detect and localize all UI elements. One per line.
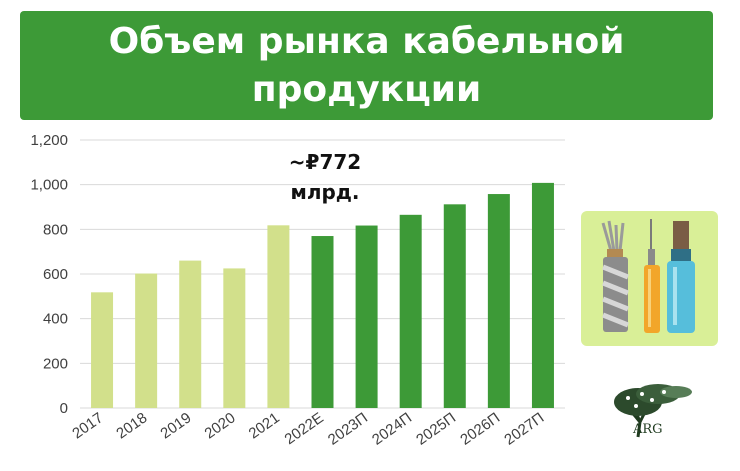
- arg-logo-tree-icon: [614, 384, 692, 438]
- cable-icon: [601, 219, 695, 333]
- x-tick-label: 2025П: [413, 409, 459, 448]
- bar-2018: [135, 273, 158, 408]
- y-tick-label: 1,200: [30, 132, 68, 149]
- bar-2027П: [531, 182, 554, 408]
- x-tick-label: 2020: [202, 409, 239, 442]
- bar-2026П: [487, 194, 510, 408]
- x-tick-label: 2023П: [325, 409, 371, 448]
- annotation-line2: млрд.: [290, 180, 359, 204]
- x-tick-label: 2019: [157, 409, 194, 442]
- x-tick-label: 2018: [113, 409, 150, 442]
- logo-text: ARG: [633, 422, 663, 437]
- y-tick-label: 400: [43, 311, 68, 328]
- y-axis-ticks: 0 200 400 600 800 1,000 1,200: [30, 132, 68, 417]
- bar-2023П: [355, 225, 378, 408]
- y-tick-label: 0: [60, 400, 68, 417]
- y-tick-label: 200: [43, 355, 68, 372]
- bar-2019: [179, 260, 202, 408]
- stranded-cable-icon: [601, 220, 629, 332]
- x-tick-label: 2026П: [457, 409, 503, 448]
- bar-2017: [91, 292, 114, 408]
- cable-illustration-panel: [581, 211, 718, 346]
- chart-title: Объем рынка кабельной продукции: [108, 20, 625, 110]
- bar-2022E: [311, 236, 334, 408]
- bar-2021: [267, 225, 290, 408]
- orange-cable-icon: [644, 219, 660, 333]
- bars: [91, 182, 554, 408]
- bar-2025П: [443, 204, 466, 408]
- x-tick-label: 2024П: [369, 409, 415, 448]
- blue-cable-icon: [667, 221, 695, 333]
- x-tick-label: 2022E: [282, 409, 327, 448]
- x-tick-label: 2027П: [501, 409, 547, 448]
- x-tick-label: 2017: [69, 409, 106, 442]
- x-tick-label: 2021: [246, 409, 283, 442]
- bar-2020: [223, 268, 246, 408]
- y-tick-label: 1,000: [30, 177, 68, 194]
- y-tick-label: 800: [43, 221, 68, 238]
- x-axis-ticks: 2017 2018 2019 2020 20212022E2023П2024П2025П…: [69, 409, 547, 448]
- annotation-line1: ~₽772: [289, 150, 361, 174]
- y-tick-label: 600: [43, 266, 68, 283]
- title-banner: Объем рынка кабельной продукции: [20, 11, 713, 120]
- bar-2024П: [399, 214, 422, 408]
